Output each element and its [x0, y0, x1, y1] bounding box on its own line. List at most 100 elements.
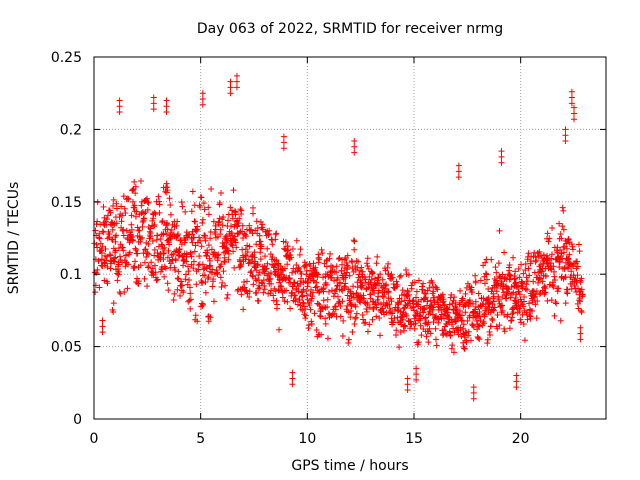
data-point: [170, 297, 177, 304]
data-point: [516, 307, 523, 314]
data-point: [509, 310, 516, 317]
data-point: [279, 294, 286, 301]
data-point: [455, 168, 462, 175]
data-point: [351, 143, 358, 150]
data-point: [156, 201, 163, 208]
data-point: [467, 337, 474, 344]
data-point: [522, 285, 529, 292]
data-point: [353, 258, 360, 265]
data-point: [420, 309, 427, 316]
data-point: [520, 321, 527, 328]
y-tick-label: 0.25: [51, 50, 82, 66]
data-point: [262, 266, 269, 273]
data-point: [352, 303, 359, 310]
data-point: [313, 270, 320, 277]
data-point: [262, 253, 269, 260]
data-point: [457, 287, 464, 294]
data-point: [441, 301, 448, 308]
data-point: [161, 273, 168, 280]
data-point: [415, 277, 422, 284]
data-point: [492, 264, 499, 271]
data-point: [289, 381, 296, 388]
data-point: [557, 231, 564, 238]
data-point: [455, 174, 462, 181]
data-point: [498, 148, 505, 155]
data-point: [373, 313, 380, 320]
data-point: [224, 291, 231, 298]
data-point: [571, 104, 577, 111]
data-point: [388, 298, 395, 305]
data-point: [164, 220, 171, 227]
data-point: [192, 218, 199, 225]
data-point: [562, 300, 569, 307]
data-point: [554, 244, 561, 251]
data-point: [506, 267, 513, 274]
data-point: [568, 94, 575, 101]
data-point: [256, 269, 263, 276]
data-point: [225, 256, 232, 263]
data-point: [147, 230, 154, 237]
data-point: [422, 295, 429, 302]
data-point: [358, 264, 365, 271]
data-point: [165, 247, 172, 254]
data-point: [119, 212, 126, 219]
data-point: [405, 271, 412, 278]
data-point: [577, 298, 584, 305]
data-point: [179, 282, 186, 289]
data-point: [151, 252, 158, 259]
data-point: [484, 336, 491, 343]
data-point: [159, 219, 166, 226]
data-point: [310, 260, 317, 267]
data-point: [468, 289, 475, 296]
data-point: [386, 301, 393, 308]
data-point: [232, 209, 239, 216]
data-point: [459, 317, 466, 324]
data-point: [438, 307, 445, 314]
data-point: [186, 284, 193, 291]
data-point: [128, 221, 135, 228]
data-point: [96, 235, 103, 242]
data-point: [566, 251, 573, 258]
data-point: [350, 283, 357, 290]
data-point: [360, 295, 367, 302]
data-point: [96, 234, 103, 241]
data-point: [244, 248, 251, 255]
data-point: [569, 243, 576, 250]
data-point: [491, 276, 498, 283]
data-point: [572, 275, 579, 282]
data-point: [339, 333, 346, 340]
data-point: [201, 272, 208, 279]
data-point: [187, 305, 194, 312]
data-point: [525, 265, 532, 272]
data-point: [316, 301, 323, 308]
data-point: [403, 312, 410, 319]
data-point: [173, 222, 180, 229]
data-point: [210, 218, 217, 225]
data-point: [265, 232, 272, 239]
data-point: [189, 188, 196, 195]
data-point: [555, 253, 562, 260]
data-point: [93, 241, 100, 248]
data-point: [412, 320, 419, 327]
data-point: [433, 284, 440, 291]
data-point: [556, 257, 563, 264]
data-point: [504, 285, 511, 292]
data-point: [292, 295, 299, 302]
data-point: [529, 307, 536, 314]
data-point: [546, 235, 553, 242]
data-point: [558, 235, 565, 242]
data-point: [289, 245, 296, 252]
data-point: [145, 199, 152, 206]
data-point: [257, 256, 264, 263]
data-point: [455, 162, 462, 169]
data-point: [444, 306, 451, 313]
data-point: [416, 312, 423, 319]
data-point: [404, 381, 411, 388]
data-point: [188, 208, 195, 215]
data-point: [336, 298, 343, 305]
data-point: [578, 286, 585, 293]
data-point: [422, 294, 429, 301]
data-point: [144, 198, 151, 205]
data-point: [295, 265, 302, 272]
data-point: [312, 264, 319, 271]
